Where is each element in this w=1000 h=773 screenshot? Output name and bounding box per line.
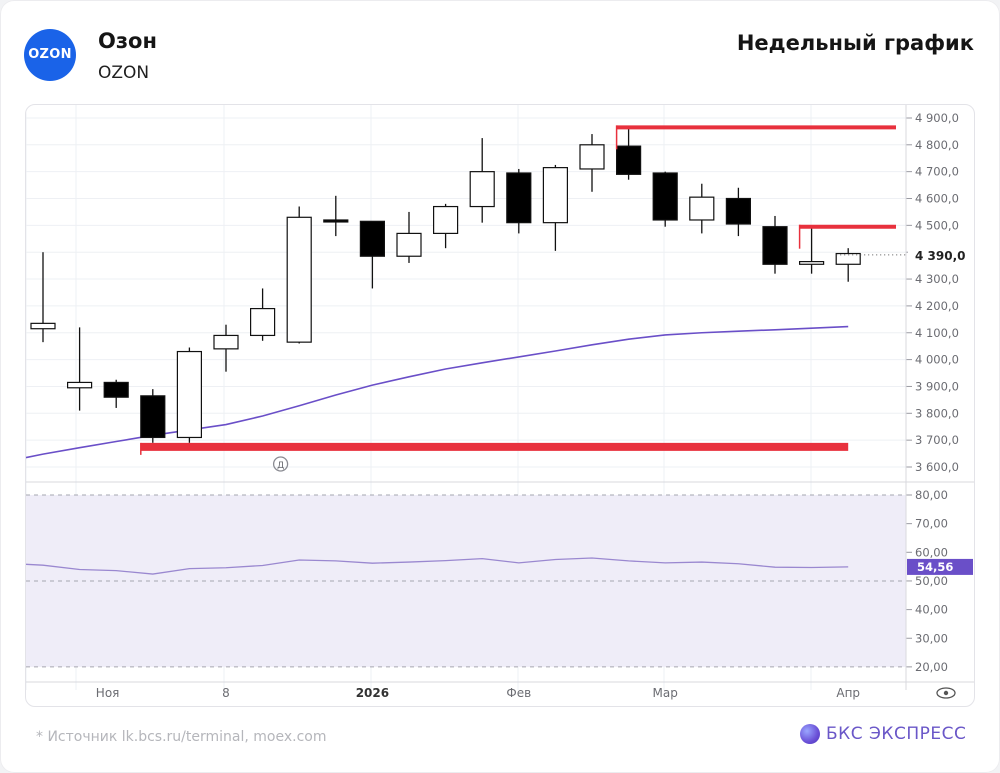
candle-body — [433, 205, 459, 235]
rsi-tick-label: 40,00 — [915, 603, 948, 617]
candle-body — [835, 252, 861, 265]
rsi-tick-label: 30,00 — [915, 631, 948, 645]
time-axis-label: 8 — [222, 686, 230, 700]
last-price-label: 4 390,0 — [915, 249, 965, 263]
rsi-tick-label: 50,00 — [915, 574, 948, 588]
time-axis-label: Фев — [506, 686, 531, 700]
candle-body — [30, 322, 56, 330]
price-tick-label: 4 700,0 — [915, 165, 959, 179]
candle-body — [176, 350, 202, 439]
price-tick-label: 4 800,0 — [915, 138, 959, 152]
candle-body — [762, 226, 788, 265]
rsi-line — [26, 557, 849, 575]
candle-body — [213, 334, 239, 350]
price-tick-label: 4 500,0 — [915, 218, 959, 232]
eye-icon-pupil — [943, 690, 949, 696]
brand-logo: БКС ЭКСПРЕСС — [800, 724, 966, 744]
candle-body — [798, 260, 825, 265]
candle-body — [103, 381, 129, 398]
rsi-tick-label: 60,00 — [915, 545, 948, 559]
price-tick-label: 3 900,0 — [915, 379, 959, 393]
rsi-tick-label: 70,00 — [915, 517, 948, 531]
candle-body — [66, 381, 93, 389]
price-tick-label: 3 600,0 — [915, 460, 959, 474]
candle-body — [396, 232, 422, 257]
time-axis-label: Мар — [653, 686, 678, 700]
brand-mark-icon — [800, 724, 820, 744]
rsi-panel: 80,00 70,00 60,00 50,00 40,00 30,00 20,00 54,56 — [26, 482, 973, 690]
price-chart[interactable]: 4 900,04 800,04 700,04 600,04 500,04 400… — [26, 105, 974, 706]
time-axis-label: 2026 — [356, 686, 389, 700]
last-price-badge — [908, 244, 972, 265]
candle-body — [323, 219, 349, 223]
price-tick-label: 4 300,0 — [915, 272, 959, 286]
source-footnote: * Источник lk.bcs.ru/terminal, moex.com — [36, 729, 327, 745]
eye-icon-outline — [936, 687, 956, 699]
price-tick-label: 3 700,0 — [915, 433, 959, 447]
candle-body — [579, 144, 605, 170]
candle-body — [286, 216, 312, 343]
rsi-last-value-label: 54,56 — [917, 560, 953, 574]
ticker-symbol: OZON — [98, 63, 150, 83]
price-tick-label: 4 900,0 — [915, 111, 959, 125]
candle-body — [506, 172, 532, 224]
price-panel: 4 900,04 800,04 700,04 600,04 500,04 400… — [26, 105, 974, 690]
candle-body — [250, 307, 276, 337]
time-axis: Ноя 8 2026 Фев Мар Апр — [26, 681, 974, 700]
candle-body — [615, 145, 642, 175]
rsi-tick-label: 20,00 — [915, 660, 948, 674]
dividend-marker-icon — [272, 456, 289, 472]
candle-body — [469, 171, 495, 208]
candle-body — [542, 167, 569, 224]
candle-body — [689, 196, 715, 221]
candle-body — [359, 220, 385, 257]
company-logo: OZON — [24, 29, 76, 81]
price-tick-label: 3 800,0 — [915, 406, 959, 420]
candle-body — [652, 172, 678, 221]
candle-body — [725, 197, 752, 225]
price-tick-label: 4 600,0 — [915, 192, 959, 206]
candle-body — [140, 395, 166, 439]
rsi-tick-label: 80,00 — [915, 488, 948, 502]
rsi-last-value-badge — [907, 558, 973, 575]
eye-icon[interactable] — [936, 687, 956, 699]
time-axis-label: Ноя — [96, 686, 120, 700]
company-name: Озон — [98, 29, 157, 53]
chart-frame: 4 900,04 800,04 700,04 600,04 500,04 400… — [25, 104, 975, 707]
price-tick-label: 4 200,0 — [915, 299, 959, 313]
price-tick-label: 4 000,0 — [915, 353, 959, 367]
price-tick-label: 4 100,0 — [915, 326, 959, 340]
brand-name: БКС ЭКСПРЕСС — [826, 724, 967, 744]
dividend-marker-label: Д — [277, 461, 284, 471]
chart-period-title: Недельный график — [736, 31, 974, 55]
time-axis-label: Апр — [836, 686, 860, 700]
